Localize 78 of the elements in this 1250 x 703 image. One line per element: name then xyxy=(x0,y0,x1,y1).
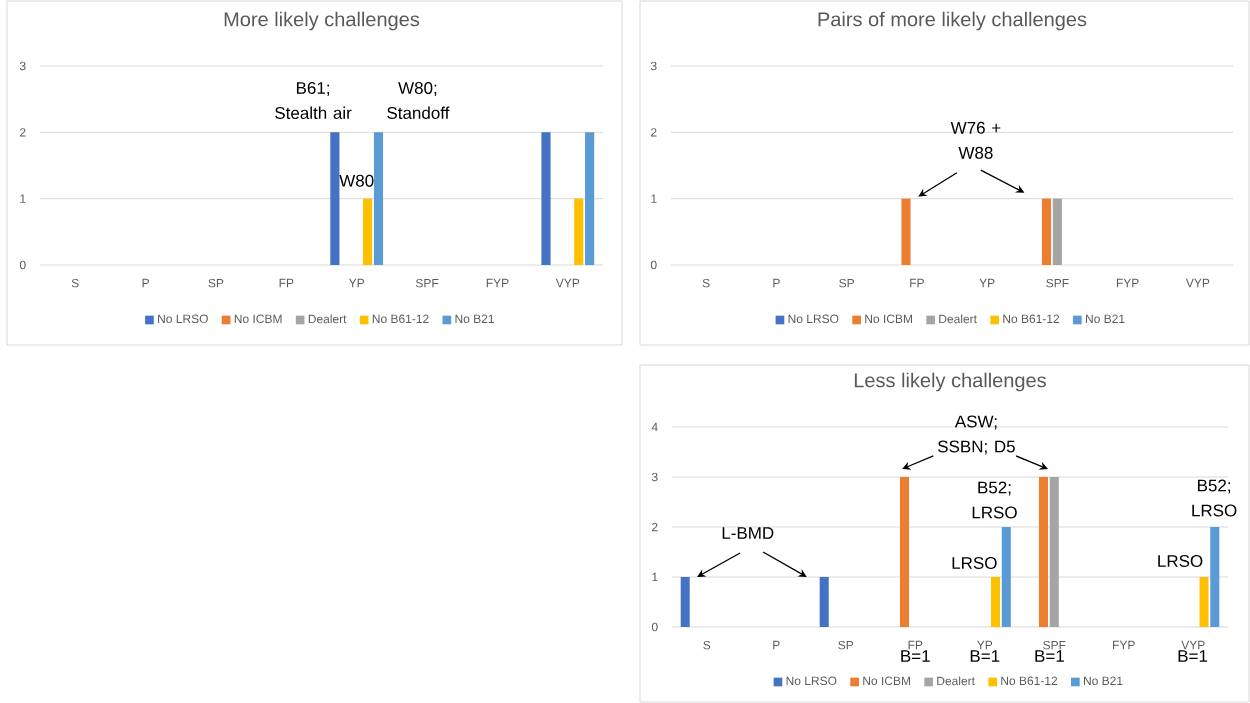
text: B=1 xyxy=(970,650,1000,662)
x-tick-label: SPF xyxy=(415,278,439,288)
legend-label: No B61-12 xyxy=(1003,314,1060,324)
y-tick-label: 0 xyxy=(651,622,658,632)
x-tick-label: YP xyxy=(979,278,995,288)
bar xyxy=(991,576,1001,627)
x-tick-label: VYP xyxy=(1185,278,1210,288)
x-tick-label: P xyxy=(142,278,149,288)
legend-label: No B21 xyxy=(455,314,494,324)
x-tick-label: SP xyxy=(208,278,224,288)
x-tick-label: SPF xyxy=(1046,278,1069,288)
x-tick-label: SP xyxy=(838,640,854,650)
legend-label: No LRSO xyxy=(158,314,208,324)
legend-label: No LRSO xyxy=(788,314,839,324)
x-tick-label: YP xyxy=(977,640,993,650)
y-tick-label: 4 xyxy=(651,422,658,432)
y-tick-label: 3 xyxy=(650,61,657,71)
y-tick-label: 3 xyxy=(19,61,26,71)
chart-title: More likely challenges xyxy=(224,11,420,31)
x-tick-label: FP xyxy=(910,278,924,288)
legend-label: No B61-12 xyxy=(1001,676,1058,686)
annotation: W80 xyxy=(339,174,374,187)
x-tick-label: FP xyxy=(279,278,294,288)
x-tick-label: YP xyxy=(348,278,365,288)
legend-label: No B21 xyxy=(1086,314,1125,324)
legend-label: No ICBM xyxy=(234,314,282,324)
legend-label: Dealert xyxy=(939,314,977,324)
bar xyxy=(1001,526,1011,627)
y-tick-label: 2 xyxy=(20,128,26,137)
y-tick-label: 2 xyxy=(651,128,657,137)
bar xyxy=(1210,526,1220,627)
chart-title: Less likely challenges xyxy=(854,372,1046,392)
legend-label: No B61-12 xyxy=(372,314,429,324)
x-tick-label: VYP xyxy=(555,278,580,288)
legend-label: No ICBM xyxy=(865,314,912,324)
annotation: L-BMD xyxy=(722,527,774,539)
y-tick-label: 0 xyxy=(19,260,26,270)
x-tick-label: FYP xyxy=(1116,278,1139,288)
annotation: W76 + W88 xyxy=(950,121,1001,159)
legend-label: No B21 xyxy=(1084,676,1123,686)
bar xyxy=(1199,576,1209,627)
annotation: B52; LRSO xyxy=(972,481,1017,519)
legend-label: No LRSO xyxy=(786,676,837,686)
x-tick-label: SP xyxy=(839,278,854,288)
x-tick-label: S xyxy=(702,278,710,288)
x-tick-label: FYP xyxy=(1113,640,1135,650)
x-tick-label: P xyxy=(773,640,780,650)
legend-label: No ICBM xyxy=(863,676,910,686)
y-tick-label: 0 xyxy=(650,260,657,270)
bar xyxy=(899,476,909,627)
text: B=1 xyxy=(1178,650,1208,662)
text: B=1 xyxy=(901,650,930,662)
annotation: ASW; SSBN; D5 xyxy=(938,415,1015,455)
annotation: B52; LRSO xyxy=(1192,479,1237,517)
legend-label: Dealert xyxy=(937,676,975,686)
annotation: LRSO xyxy=(952,556,997,569)
annotation: LRSO xyxy=(1158,554,1203,567)
x-tick-label: SPF xyxy=(1043,640,1066,650)
bar xyxy=(819,576,829,627)
x-tick-label: S xyxy=(703,640,711,650)
y-tick-label: 3 xyxy=(651,472,658,482)
x-tick-label: S xyxy=(71,278,79,288)
y-tick-label: 2 xyxy=(652,522,658,532)
chart-title: Pairs of more likely challenges xyxy=(818,11,1087,31)
bar xyxy=(1038,476,1048,627)
y-tick-label: 1 xyxy=(651,194,657,203)
y-tick-label: 1 xyxy=(20,194,26,203)
legend-label: Dealert xyxy=(308,314,347,324)
annotation: B61; Stealth air xyxy=(275,81,352,119)
annotation: W80; Standoff xyxy=(387,81,450,119)
bar xyxy=(1049,476,1059,627)
bar xyxy=(680,576,690,627)
x-tick-label: FP xyxy=(908,640,923,650)
x-tick-label: FYP xyxy=(486,278,509,288)
y-tick-label: 1 xyxy=(652,572,658,582)
x-tick-label: P xyxy=(773,278,780,288)
x-tick-label: VYP xyxy=(1181,640,1205,650)
text: B=1 xyxy=(1035,650,1064,662)
